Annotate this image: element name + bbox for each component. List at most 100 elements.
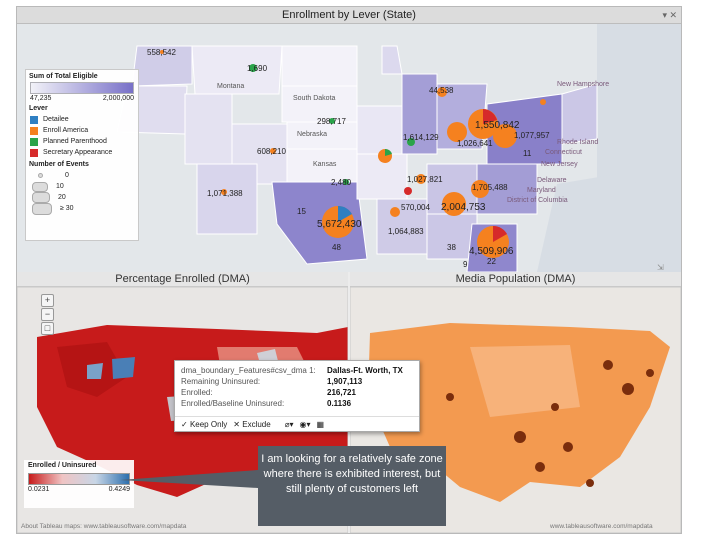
pie-marker[interactable] bbox=[437, 87, 447, 97]
lever-item-planned-parenthood[interactable]: Planned Parenthood bbox=[30, 136, 138, 147]
view-data-icon[interactable]: ▦ bbox=[316, 419, 325, 429]
pie-marker[interactable] bbox=[407, 138, 415, 146]
state-value-label: 1,071,388 bbox=[207, 189, 243, 198]
lever-pie-markers bbox=[160, 50, 546, 258]
tooltip-field-value: Dallas-Ft. Worth, TX bbox=[327, 366, 403, 375]
tooltip-row: Enrolled/Baseline Uninsured: 0.1136 bbox=[181, 399, 352, 408]
pie-marker[interactable] bbox=[270, 148, 276, 154]
enrolled-legend-title: Enrolled / Uninsured bbox=[28, 462, 97, 469]
lever-label: Secretary Appearance bbox=[43, 149, 113, 156]
tooltip-field-name: dma_boundary_Features#csv_dma 1: bbox=[181, 366, 316, 375]
media-spot bbox=[535, 462, 545, 472]
events-item: 10 bbox=[32, 181, 138, 192]
pie-marker[interactable] bbox=[471, 180, 489, 198]
pie-marker[interactable] bbox=[442, 192, 466, 216]
keep-only-button[interactable]: ✓ Keep Only bbox=[181, 419, 228, 429]
expand-icon[interactable]: ⇲ bbox=[657, 263, 664, 272]
zoom-in-button[interactable]: + bbox=[41, 294, 54, 307]
place-label: Kansas bbox=[313, 161, 337, 168]
x-icon: ✕ bbox=[233, 419, 243, 429]
place-label: Nebraska bbox=[297, 131, 327, 138]
map-place-labels: Montana South Dakota Nebraska Kansas New… bbox=[217, 81, 609, 204]
size-marker bbox=[32, 202, 52, 215]
top-map-title-bar: Enrollment by Lever (State) ▾ ✕ bbox=[17, 7, 681, 24]
enrolled-region-blue bbox=[112, 357, 135, 379]
state-value-label: 1,077,957 bbox=[514, 131, 550, 140]
lever-item-detailee[interactable]: Detailee bbox=[30, 114, 138, 125]
state-arizona-nm[interactable] bbox=[196, 163, 258, 235]
pie-marker[interactable] bbox=[540, 99, 546, 105]
place-label: Rhode Island bbox=[557, 139, 598, 146]
state-north-dakota[interactable] bbox=[281, 45, 358, 87]
pie-marker[interactable] bbox=[329, 118, 335, 124]
state-value-label: 5,672,430 bbox=[317, 219, 362, 230]
place-label: New Hampshore bbox=[557, 81, 609, 88]
pie-marker[interactable] bbox=[493, 124, 517, 148]
lever-item-secretary-appearance[interactable]: Secretary Appearance bbox=[30, 147, 138, 158]
pie-marker[interactable] bbox=[447, 122, 467, 142]
state-value-label: 298,717 bbox=[317, 117, 346, 126]
media-spot bbox=[446, 393, 454, 401]
eligible-min: 47,235 bbox=[30, 95, 52, 102]
pie-slice bbox=[385, 148, 392, 156]
events-legend-title: Number of Events bbox=[29, 161, 89, 168]
pie-marker[interactable] bbox=[404, 187, 412, 195]
state-value-label: 15 bbox=[297, 207, 306, 216]
map-credit-left[interactable]: About Tableau maps: www.tableausoftware.… bbox=[21, 523, 187, 530]
color-swatch bbox=[30, 148, 38, 157]
pie-slice bbox=[493, 225, 507, 242]
state-minnesota-north[interactable] bbox=[381, 45, 403, 75]
pie-marker[interactable] bbox=[343, 179, 349, 185]
state-value-label: 22 bbox=[487, 257, 496, 266]
pie-marker[interactable] bbox=[390, 207, 400, 217]
state-montana[interactable] bbox=[191, 45, 283, 95]
enrolled-region-blue bbox=[87, 363, 103, 379]
state-map-pane[interactable]: 558,542 1,690 44,538 298,717 1,614,129 1… bbox=[17, 24, 681, 272]
state-value-label: 9 bbox=[463, 260, 468, 269]
value-labels: 558,542 1,690 44,538 298,717 1,614,129 1… bbox=[147, 48, 550, 269]
lever-label: Detailee bbox=[43, 116, 69, 123]
window-controls[interactable]: ▾ ✕ bbox=[662, 10, 677, 20]
enrolled-max: 0.4249 bbox=[108, 486, 130, 493]
state-idaho-utah[interactable] bbox=[184, 93, 233, 165]
dma-tooltip: dma_boundary_Features#csv_dma 1: Dallas-… bbox=[174, 360, 420, 432]
pie-marker[interactable] bbox=[249, 64, 257, 72]
state-illinois-wi[interactable] bbox=[401, 73, 438, 155]
zoom-out-button[interactable]: − bbox=[41, 308, 54, 321]
state-value-label: 48 bbox=[332, 243, 341, 252]
state-value-label: 1,705,488 bbox=[472, 183, 508, 192]
state-value-label: 44,538 bbox=[429, 86, 454, 95]
annotation-callout: I am looking for a relatively safe zone … bbox=[258, 446, 446, 526]
place-label: New Jersey bbox=[541, 161, 578, 168]
media-spot bbox=[586, 479, 594, 487]
lever-label: Enroll America bbox=[43, 127, 89, 134]
state-iowa-mn[interactable] bbox=[356, 105, 403, 155]
eligible-legend-title: Sum of Total Eligible bbox=[29, 73, 98, 80]
size-marker bbox=[32, 181, 48, 192]
ocean-area-south bbox=[537, 174, 681, 272]
lever-legend-title: Lever bbox=[29, 105, 48, 112]
media-spot bbox=[646, 369, 654, 377]
state-value-label: 558,542 bbox=[147, 48, 176, 57]
right-pane-title: Media Population (DMA) bbox=[350, 272, 681, 287]
pie-marker[interactable] bbox=[416, 174, 426, 184]
lever-item-enroll-america[interactable]: Enroll America bbox=[30, 125, 138, 136]
state-value-label: 608,210 bbox=[257, 147, 286, 156]
map-credit-right[interactable]: www.tableausoftware.com/mapdata bbox=[550, 523, 653, 530]
pie-marker[interactable] bbox=[160, 50, 164, 54]
exclude-button[interactable]: ✕ Exclude bbox=[233, 419, 271, 429]
set-icon[interactable]: ◉▾ bbox=[299, 419, 311, 429]
tooltip-actions: ✓ Keep Only ✕ Exclude ⌀▾ ◉▾ ▦ bbox=[175, 416, 419, 431]
state-texas[interactable] bbox=[271, 181, 368, 265]
events-item: 20 bbox=[32, 192, 138, 203]
place-label: Delaware bbox=[537, 177, 567, 184]
state-value-label: 1,690 bbox=[247, 64, 268, 73]
tooltip-row: Enrolled: 216,721 bbox=[181, 388, 356, 397]
media-region-light bbox=[470, 345, 580, 417]
select-tool-button[interactable]: □ bbox=[41, 322, 54, 335]
left-pane-title: Percentage Enrolled (DMA) bbox=[17, 272, 348, 287]
group-icon[interactable]: ⌀▾ bbox=[284, 419, 294, 429]
pie-marker[interactable] bbox=[221, 189, 227, 195]
tooltip-header-row: dma_boundary_Features#csv_dma 1: Dallas-… bbox=[181, 365, 419, 376]
state-new-england[interactable] bbox=[561, 83, 598, 145]
